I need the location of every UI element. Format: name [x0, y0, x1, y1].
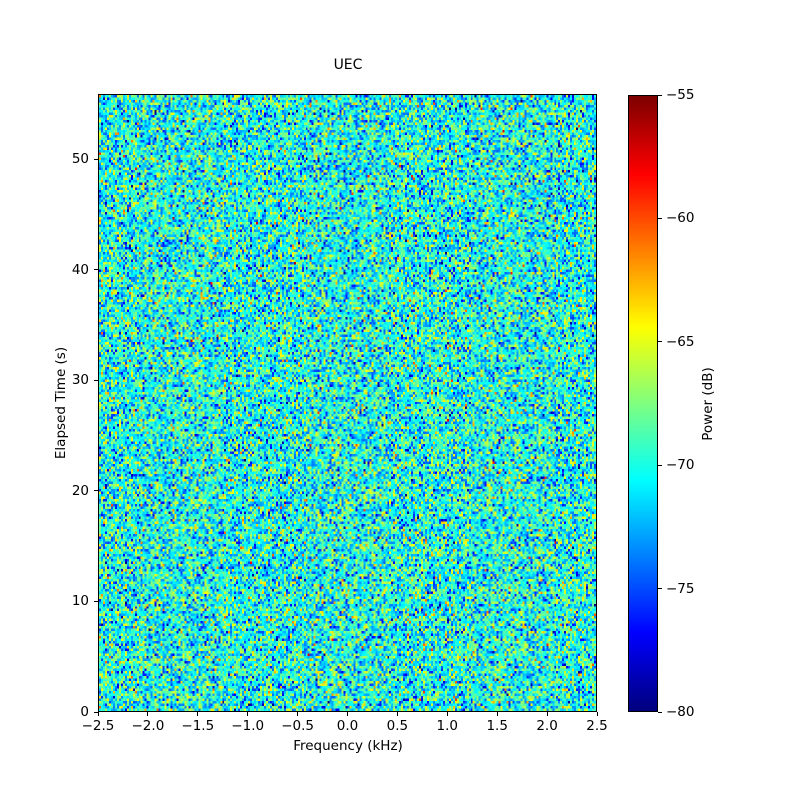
y-tick-label: 50	[71, 151, 89, 168]
x-tick-mark	[97, 712, 99, 716]
x-tick-label: −2.5	[81, 718, 115, 734]
x-tick-mark	[546, 712, 548, 716]
x-tick-label: 1.5	[486, 718, 508, 734]
x-tick-mark	[247, 712, 249, 716]
colorbar-tick-label: −75	[666, 580, 695, 597]
colorbar	[628, 95, 658, 712]
x-tick-label: 2.0	[536, 718, 558, 734]
colorbar-tick-label: −65	[666, 333, 695, 350]
y-tick-label: 0	[80, 704, 89, 720]
x-tick-label: −1.5	[181, 718, 215, 734]
colorbar-tick-mark	[658, 94, 662, 96]
y-tick-mark	[94, 379, 98, 381]
x-tick-mark	[197, 712, 199, 716]
x-tick-label: −2.0	[131, 718, 165, 734]
colorbar-gradient	[629, 96, 657, 711]
y-tick-mark	[94, 269, 98, 271]
x-tick-mark	[147, 712, 149, 716]
colorbar-label: Power (dB)	[700, 367, 716, 441]
x-axis-label: Frequency (kHz)	[293, 738, 403, 754]
colorbar-tick-mark	[658, 588, 662, 590]
y-tick-label: 20	[71, 482, 89, 499]
y-tick-mark	[94, 158, 98, 160]
spectrogram-plot-area	[98, 94, 597, 712]
spectrogram-heatmap	[99, 95, 596, 711]
y-tick-mark	[94, 600, 98, 602]
x-tick-mark	[596, 712, 598, 716]
y-tick-mark	[94, 490, 98, 492]
colorbar-tick-mark	[658, 217, 662, 219]
x-tick-label: 0.5	[386, 718, 409, 734]
colorbar-tick-mark	[658, 341, 662, 343]
y-tick-label: 40	[71, 261, 89, 278]
x-tick-mark	[496, 712, 498, 716]
colorbar-tick-label: −60	[666, 210, 695, 227]
x-tick-mark	[347, 712, 348, 716]
x-tick-mark	[446, 712, 448, 716]
plot-title: UEC	[333, 57, 363, 74]
x-tick-label: 1.0	[436, 718, 459, 734]
y-axis-label: Elapsed Time (s)	[53, 346, 69, 460]
colorbar-tick-label: −80	[666, 704, 695, 720]
colorbar-tick-label: −55	[666, 87, 695, 103]
x-tick-label: 2.5	[586, 718, 608, 734]
x-tick-mark	[297, 712, 299, 716]
colorbar-tick-mark	[658, 464, 662, 466]
x-tick-mark	[396, 712, 398, 716]
x-tick-label: −0.5	[281, 718, 314, 734]
x-tick-label: −1.0	[231, 718, 265, 734]
y-tick-mark	[94, 711, 98, 713]
colorbar-tick-mark	[658, 711, 662, 713]
y-tick-label: 30	[71, 372, 89, 389]
colorbar-tick-label: −70	[666, 457, 695, 474]
y-tick-label: 10	[71, 593, 89, 610]
x-tick-label: 0.0	[336, 718, 359, 734]
